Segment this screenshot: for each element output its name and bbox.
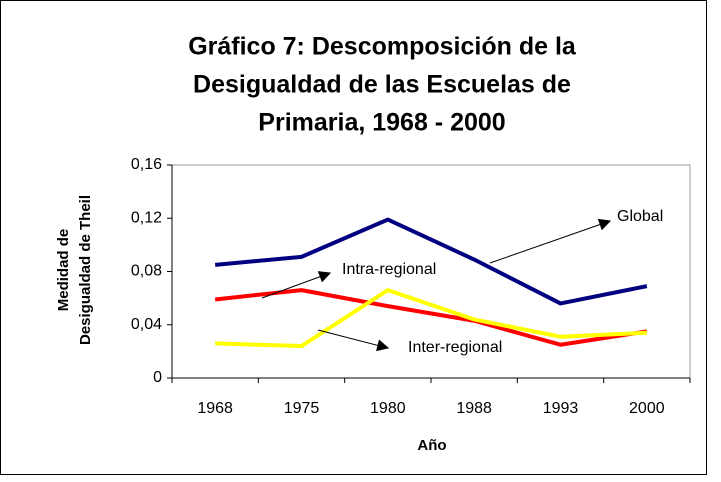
y-tick-label: 0	[153, 369, 162, 386]
annotation: Global	[617, 208, 663, 225]
x-tick-label: 1968	[197, 400, 233, 417]
series-line	[214, 217, 648, 306]
y-tick-label: 0,08	[131, 263, 162, 280]
y-tick-label: 0,04	[131, 316, 162, 333]
x-tick-label: 1980	[370, 400, 406, 417]
annotation: Inter-regional	[408, 339, 502, 356]
frame	[0, 0, 707, 475]
x-axis-label: Año	[417, 437, 446, 454]
y-axis-label: Medidad de	[55, 229, 72, 312]
annotation-arrow	[317, 329, 390, 352]
series-line	[215, 288, 647, 349]
annotation-arrow	[261, 271, 332, 299]
x-tick-label: 1988	[456, 400, 492, 417]
chart-title: Gráfico 7: Descomposición de la	[188, 33, 577, 61]
x-tick-label: 1975	[284, 400, 320, 417]
chart-title: Desigualdad de las Escuelas de	[193, 71, 571, 99]
series-line	[214, 288, 648, 347]
y-axis-label: Desigualdad de Theil	[77, 195, 94, 345]
x-tick-label: 2000	[629, 400, 665, 417]
y-tick-label: 0,12	[131, 209, 162, 226]
y-tick-label: 0,16	[131, 156, 162, 173]
annotation: Intra-regional	[342, 261, 436, 278]
x-tick-label: 1993	[543, 400, 579, 417]
chart-title: Primaria, 1968 - 2000	[258, 109, 505, 137]
annotation-arrow	[489, 218, 612, 264]
